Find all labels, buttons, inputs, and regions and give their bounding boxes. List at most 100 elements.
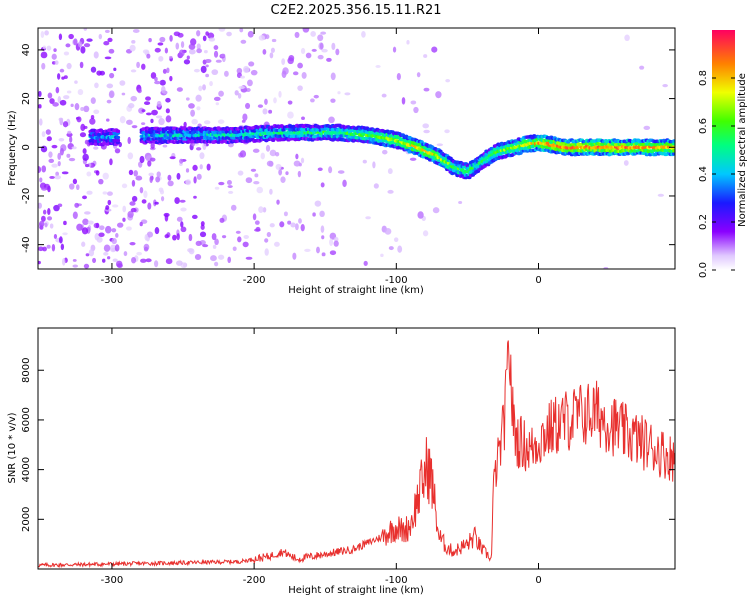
spectrogram-ridge-cell (671, 148, 675, 153)
spectrogram-noise-cell (211, 233, 217, 241)
spectrogram-noise-cell (321, 252, 326, 257)
spectrogram-noise-cell (202, 35, 207, 42)
spectrogram-noise-cell (185, 97, 190, 101)
spectrogram-noise-cell (106, 191, 113, 196)
spectrogram-noise-cell (199, 164, 203, 170)
spectrogram-noise-cell (51, 163, 58, 168)
snr-xtick-label: -100 (385, 575, 408, 586)
spectrogram-noise-cell (63, 75, 68, 79)
spectrogram-noise-cell (58, 138, 65, 142)
spectrogram-noise-cell (85, 253, 90, 257)
spectrogram-noise-cell (287, 100, 293, 105)
spectrogram-noise-cell (86, 190, 93, 195)
spectrogram-noise-cell (205, 64, 209, 68)
spectrogram-noise-cell (384, 228, 392, 235)
spectrogram-noise-cell (71, 146, 77, 150)
spectrogram-noise-cell (298, 218, 302, 224)
spectrogram-noise-cell (333, 240, 339, 247)
spectrogram-noise-cell (53, 48, 57, 52)
spectrogram-noise-cell (68, 157, 76, 162)
colorbar: 0.0 0.2 0.4 0.6 0.8 Normalized spectral ampl… (698, 30, 748, 278)
spectrogram-noise-cell (81, 241, 86, 247)
spectrogram-noise-cell (176, 87, 183, 92)
spectrogram-noise-cell (397, 245, 403, 253)
spectrogram-cells (38, 28, 675, 269)
spectrogram-noise-cell (281, 70, 287, 79)
spectrogram-noise-cell (126, 119, 133, 125)
spectrogram-noise-cell (274, 151, 280, 157)
spectrogram-noise-cell (143, 190, 148, 199)
spectrogram-noise-cell (198, 85, 203, 92)
spectrogram-noise-cell (61, 258, 66, 266)
spectrogram-noise-cell (74, 80, 78, 84)
spectrogram-ytick-label: -20 (21, 188, 32, 204)
spectrogram-noise-cell (121, 92, 126, 96)
spectrogram-noise-cell (156, 100, 162, 108)
spectrogram-noise-cell (131, 179, 136, 187)
spectrogram-noise-cell (154, 227, 160, 235)
spectrogram-noise-cell (180, 226, 187, 233)
spectrogram-noise-cell (202, 84, 206, 91)
spectrogram-noise-cell (316, 246, 320, 254)
spectrogram-noise-cell (278, 169, 283, 176)
spectrogram-noise-cell (59, 99, 67, 106)
spectrogram-noise-cell (260, 152, 265, 160)
spectrogram-noise-cell (269, 188, 273, 195)
spectrogram-noise-cell (224, 70, 229, 77)
spectrogram-noise-cell (76, 116, 82, 123)
spectrogram-noise-cell (49, 98, 55, 104)
spectrogram-noise-cell (130, 95, 138, 102)
spectrogram-noise-cell (266, 232, 272, 238)
colorbar-tick-label: 0.4 (698, 166, 709, 182)
spectrogram-noise-cell (141, 63, 146, 70)
spectrogram-noise-cell (88, 248, 95, 257)
spectrogram-noise-cell (83, 125, 88, 130)
spectrogram-noise-cell (295, 153, 299, 160)
spectrogram-noise-cell (44, 222, 48, 228)
spectrogram-ridge-cell (671, 141, 675, 146)
spectrogram-noise-cell (150, 118, 154, 124)
spectrogram-noise-cell (131, 195, 138, 202)
spectrogram-noise-cell (302, 28, 310, 33)
spectrogram-noise-cell (196, 48, 202, 54)
spectrogram-noise-cell (38, 90, 42, 98)
spectrogram-noise-cell (188, 233, 193, 242)
spectrogram-noise-cell (254, 173, 259, 178)
spectrogram-noise-cell (57, 96, 62, 104)
spectrogram-noise-cell (362, 159, 367, 164)
spectrogram-noise-cell (176, 260, 183, 266)
spectrogram-noise-cell (237, 92, 242, 99)
snr-xlabel: Height of straight line (km) (288, 585, 424, 596)
spectrogram-noise-cell (214, 261, 219, 267)
spectrogram-xtick-label: -100 (385, 275, 408, 286)
spectrogram-noise-cell (252, 213, 257, 221)
spectrogram-noise-cell (281, 58, 286, 65)
spectrogram-noise-cell (93, 109, 100, 115)
spectrogram-noise-cell (159, 36, 166, 43)
spectrogram-noise-cell (313, 94, 319, 99)
spectrogram-noise-cell (82, 218, 89, 226)
spectrogram-noise-cell (329, 238, 334, 246)
spectrogram-noise-cell (262, 108, 268, 115)
spectrogram-noise-cell (162, 144, 168, 148)
spectrogram-noise-cell (290, 222, 296, 228)
spectrogram-noise-cell (45, 129, 51, 135)
spectrogram-noise-cell (253, 181, 260, 185)
spectrogram-frame (37, 27, 676, 270)
spectrogram-noise-cell (38, 165, 42, 174)
spectrogram-noise-cell (226, 180, 232, 186)
spectrogram-noise-cell (82, 148, 87, 155)
spectrogram-noise-cell (287, 111, 294, 119)
spectrogram-noise-cell (193, 176, 197, 184)
spectrogram-noise-cell (167, 180, 174, 187)
spectrogram-noise-cell (212, 244, 217, 249)
spectrogram-noise-cell (221, 53, 226, 58)
colorbar-tick-label: 0.6 (698, 118, 709, 134)
spectrogram-noise-cell (283, 211, 288, 217)
spectrogram-noise-cell (213, 45, 219, 51)
spectrogram-noise-cell (109, 72, 115, 79)
spectrogram-noise-cell (86, 38, 93, 42)
spectrogram-noise-cell (273, 241, 280, 247)
spectrogram-noise-cell (66, 62, 72, 70)
spectrogram-noise-cell (175, 42, 180, 50)
